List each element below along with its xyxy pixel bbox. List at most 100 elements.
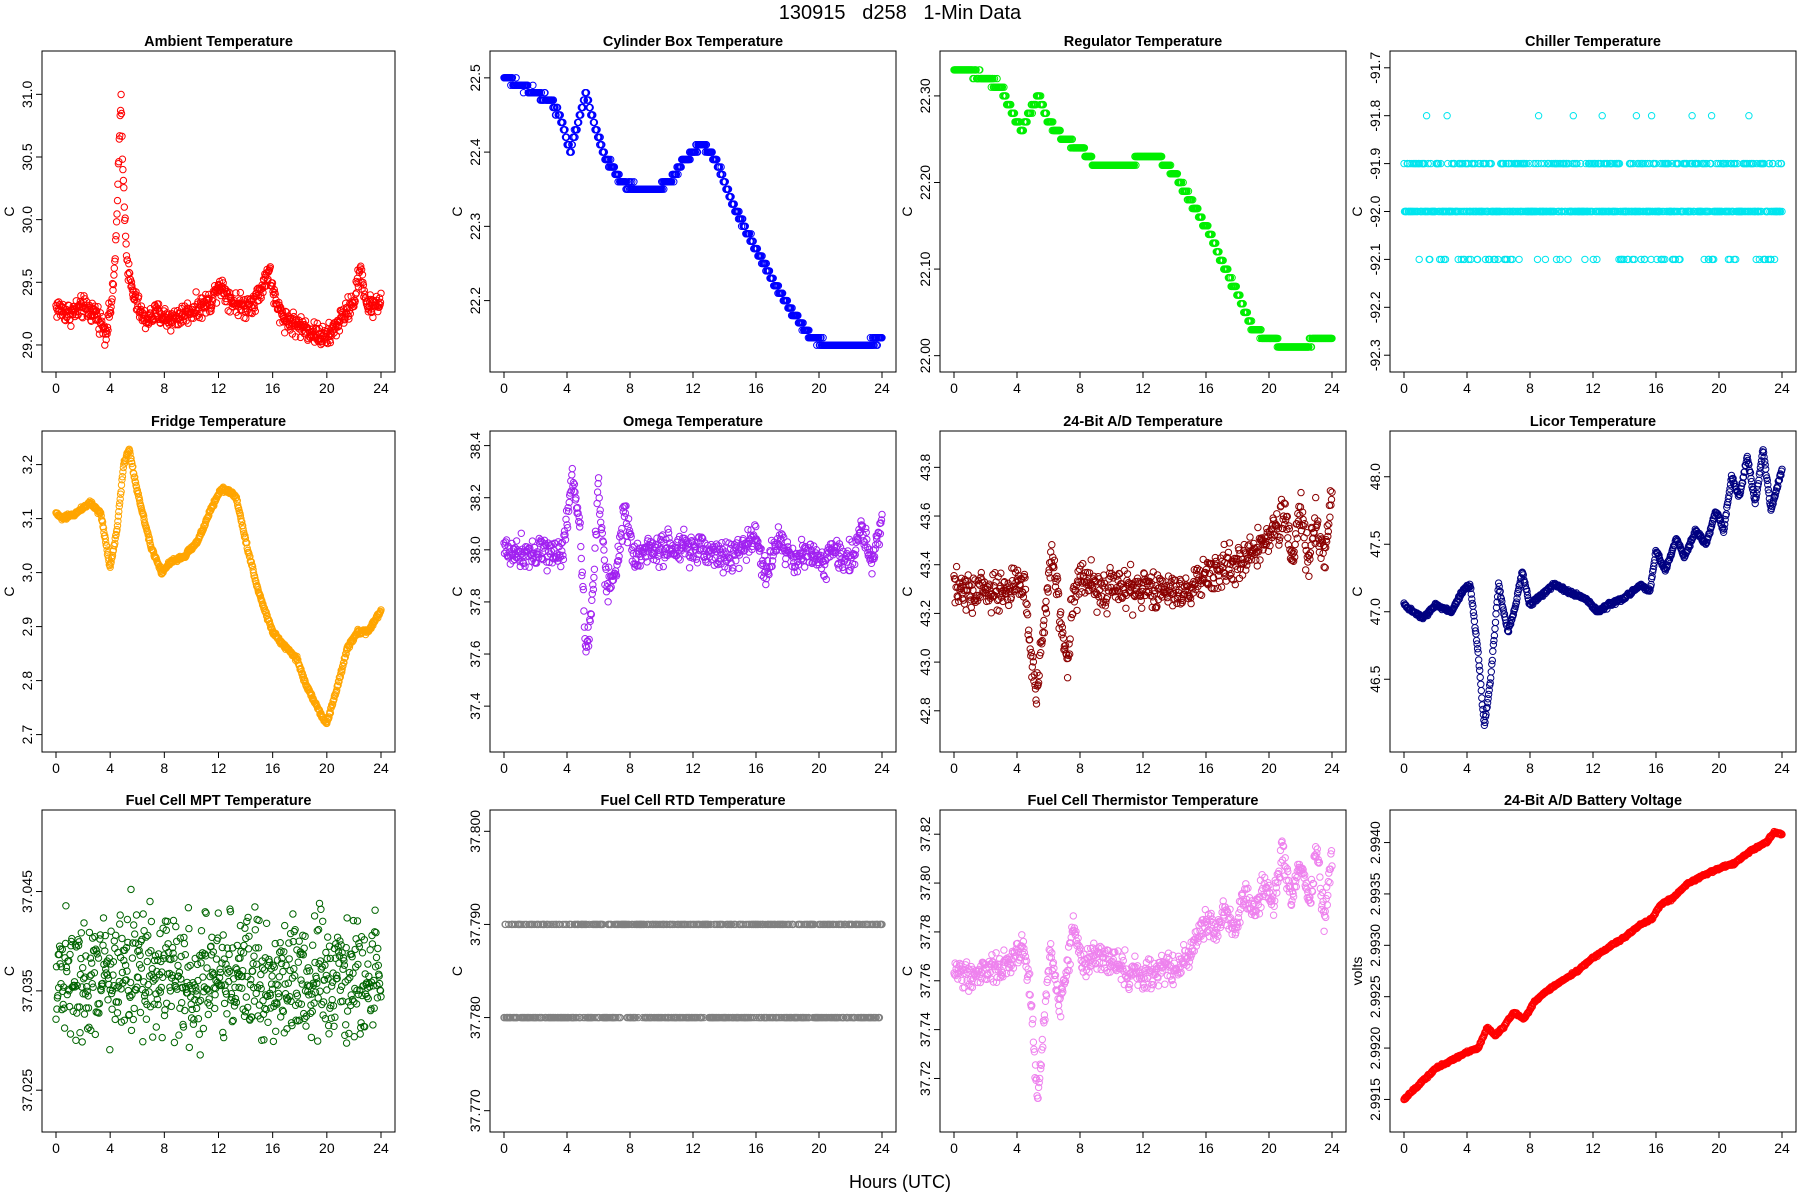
x-tick-label: 20 (811, 760, 827, 776)
data-point (591, 544, 599, 552)
data-point (344, 293, 352, 301)
x-tick-label: 8 (626, 760, 634, 776)
data-point (1745, 112, 1753, 120)
data-point (345, 315, 353, 323)
data-point (582, 89, 591, 97)
x-tick-label: 12 (685, 380, 701, 396)
data-point (167, 327, 175, 335)
data-point (1533, 255, 1542, 264)
data-point (676, 556, 684, 564)
data-point (868, 570, 876, 578)
x-tick-label: 12 (685, 760, 701, 776)
data-series (950, 66, 1336, 351)
data-point (677, 163, 685, 171)
data-point (1093, 608, 1101, 616)
data-point (112, 232, 120, 240)
data-point (1126, 560, 1135, 569)
y-tick-label: -92.2 (1367, 291, 1383, 323)
data-point (1122, 604, 1130, 612)
data-point (630, 178, 638, 186)
x-tick-label: 4 (1013, 380, 1021, 396)
x-tick-label: 4 (563, 760, 571, 776)
data-point (204, 296, 213, 304)
data-point (155, 308, 164, 316)
data-point (107, 303, 115, 311)
data-point (178, 302, 186, 310)
data-point (622, 178, 631, 186)
data-point (995, 607, 1003, 615)
plot-frame (489, 430, 897, 753)
data-point (537, 89, 545, 97)
y-tick-label: 22.30 (917, 78, 933, 113)
data-point (568, 141, 576, 149)
data-point (198, 314, 206, 322)
data-point (1632, 112, 1641, 120)
data-point (717, 163, 725, 171)
y-tick-label: 2.7 (19, 725, 35, 745)
data-point (78, 313, 86, 321)
data-point (105, 313, 114, 321)
data-point (1073, 606, 1081, 615)
y-tick-label: 38.2 (467, 484, 483, 511)
data-point (590, 118, 599, 127)
data-series (52, 445, 385, 728)
x-tick-label: 16 (748, 760, 764, 776)
data-point (121, 214, 129, 222)
data-point (577, 111, 585, 119)
data-point (615, 170, 623, 179)
data-point (952, 562, 961, 571)
data-point (121, 232, 130, 241)
data-point (67, 322, 75, 330)
data-point (588, 590, 596, 598)
data-point (212, 299, 221, 307)
data-point (541, 89, 549, 97)
data-point (278, 308, 287, 316)
data-point (151, 307, 160, 315)
data-point (628, 178, 636, 186)
data-series (1400, 112, 1786, 264)
y-tick-label: 43.8 (917, 454, 933, 481)
data-point (719, 170, 727, 179)
x-tick-label: 4 (563, 380, 571, 396)
data-point (512, 74, 520, 82)
data-point (693, 559, 702, 567)
data-point (107, 309, 115, 317)
x-tick-label: 24 (1774, 380, 1790, 396)
y-tick-label: -92.1 (1367, 243, 1383, 275)
data-point (1087, 556, 1095, 564)
data-point (557, 562, 565, 571)
x-tick-label: 16 (1198, 760, 1214, 776)
data-point (360, 286, 368, 295)
data-point (359, 281, 368, 289)
x-tick-label: 16 (265, 760, 281, 776)
plot-frame (41, 430, 396, 753)
data-point (255, 296, 263, 305)
data-point (357, 266, 366, 274)
data-point (83, 312, 91, 320)
y-tick-label: 38.0 (467, 536, 483, 563)
y-tick-label: 37.6 (467, 640, 483, 667)
data-point (289, 308, 297, 316)
x-tick-label: 4 (106, 760, 114, 776)
data-point (600, 148, 609, 156)
data-point (102, 335, 110, 344)
data-point (610, 163, 619, 171)
data-point (344, 312, 353, 320)
data-point (960, 600, 969, 608)
y-tick-label: 43.6 (917, 502, 933, 529)
data-point (670, 178, 678, 186)
data-point (361, 290, 369, 298)
data-point (207, 304, 216, 312)
data-point (112, 218, 121, 226)
x-tick-label: 20 (1261, 760, 1277, 776)
x-tick-label: 12 (1585, 380, 1601, 396)
data-point (358, 271, 367, 279)
plot-frame (939, 50, 1347, 373)
data-point (1129, 611, 1137, 619)
y-axis-label: C (1349, 206, 1365, 216)
data-point (596, 133, 604, 141)
y-tick-label: 38.4 (467, 432, 483, 459)
data-point (559, 118, 567, 127)
